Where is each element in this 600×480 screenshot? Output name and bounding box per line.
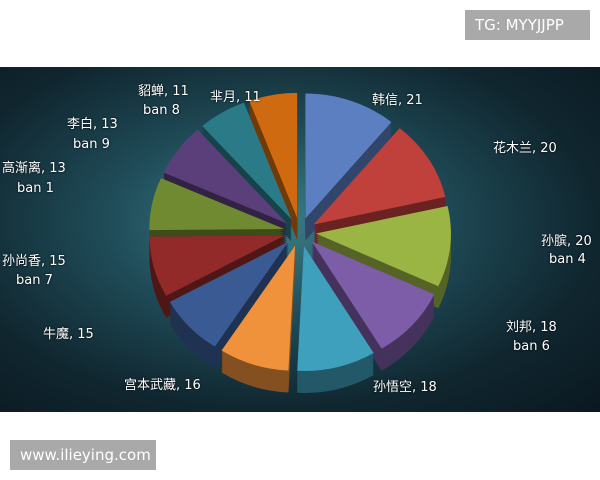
ban-gaojianli: ban 1 bbox=[17, 181, 54, 196]
label-sunbin: 孙膑, 20 bbox=[541, 234, 592, 249]
label-sunwukong: 孙悟空, 18 bbox=[373, 380, 437, 395]
label-hanxin: 韩信, 21 bbox=[372, 93, 423, 108]
label-libai: 李白, 13 bbox=[67, 117, 118, 132]
label-liubang: 刘邦, 18 bbox=[506, 320, 557, 335]
pie-slice-0 bbox=[305, 93, 392, 241]
label-sunshangxiang: 孙尚香, 15 bbox=[2, 254, 66, 269]
pie-slice-top bbox=[149, 235, 285, 296]
pie-slice-top bbox=[202, 102, 292, 220]
ban-sunbin: ban 4 bbox=[549, 252, 586, 267]
pie-slice-top bbox=[221, 245, 296, 371]
ban-sunshangxiang: ban 7 bbox=[16, 273, 53, 288]
ban-diaochan: ban 8 bbox=[143, 103, 180, 118]
watermark-top: TG: MYYJJPP bbox=[465, 10, 590, 40]
label-gaojianli: 高渐离, 13 bbox=[2, 161, 66, 176]
pie-slice-top bbox=[169, 241, 289, 347]
ban-liubang: ban 6 bbox=[513, 339, 550, 354]
pie-slice-11 bbox=[249, 92, 298, 240]
label-niumo: 牛魔, 15 bbox=[43, 327, 94, 342]
pie-chart bbox=[149, 92, 451, 393]
watermark-bottom: www.ilieying.com bbox=[10, 440, 156, 470]
pie-slice-top bbox=[249, 92, 298, 218]
pie-slice-5 bbox=[221, 245, 296, 393]
ban-libai: ban 9 bbox=[73, 137, 110, 152]
pie-slice-top bbox=[149, 178, 285, 231]
pie-slice-top bbox=[315, 206, 451, 287]
pie-slice-top bbox=[305, 93, 392, 219]
chart-area: 韩信, 21 花木兰, 20 孙膑, 20 ban 4 刘邦, 18 ban 6… bbox=[0, 67, 600, 412]
pie-slice-6 bbox=[169, 241, 289, 369]
label-huamulan: 花木兰, 20 bbox=[493, 141, 557, 156]
pie-slice-top bbox=[311, 241, 435, 349]
label-diaochan: 貂蝉, 11 bbox=[138, 84, 189, 99]
pie-slice-top bbox=[163, 129, 288, 224]
pie-slice-4 bbox=[297, 245, 374, 393]
label-gongbenwuzang: 宫本武藏, 16 bbox=[124, 378, 201, 393]
pie-slice-top bbox=[313, 128, 446, 225]
pie-slice-top bbox=[297, 245, 374, 371]
pie-slice-3 bbox=[311, 241, 435, 371]
label-miyue: 芈月, 11 bbox=[210, 90, 261, 105]
